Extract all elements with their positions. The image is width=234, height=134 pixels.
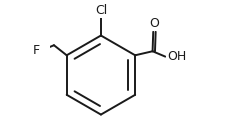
Text: O: O xyxy=(150,17,159,30)
Text: Cl: Cl xyxy=(95,4,107,17)
Text: OH: OH xyxy=(167,50,186,63)
Text: F: F xyxy=(33,44,40,57)
